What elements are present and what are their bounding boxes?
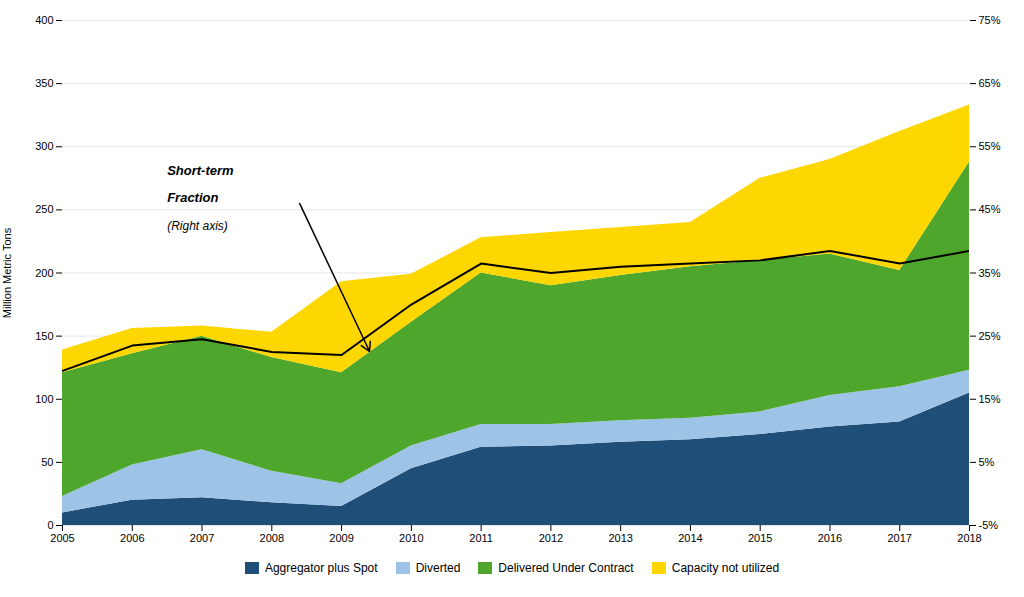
svg-text:35%: 35% [979,267,1001,279]
html-text:Capacity not utilized: Capacity not utilized [671,561,780,575]
svg-text:50: 50 [41,456,53,468]
svg-text:2008: 2008 [260,532,284,544]
svg-text:400: 400 [35,14,53,26]
svg-text:2012: 2012 [539,532,563,544]
svg-text:55%: 55% [979,140,1001,152]
svg-text:2018: 2018 [957,532,981,544]
svg-text:2014: 2014 [678,532,702,544]
svg-text:2007: 2007 [190,532,214,544]
svg-text:350: 350 [35,77,53,89]
svg-text:150: 150 [35,330,53,342]
svg-text:2006: 2006 [120,532,144,544]
svg-text:Million Metric Tons: Million Metric Tons [1,227,13,318]
html-text:Diverted: Diverted [415,561,461,575]
svg-text:2005: 2005 [50,532,74,544]
svg-text:2015: 2015 [748,532,772,544]
svg-text:2013: 2013 [608,532,632,544]
svg-text:300: 300 [35,140,53,152]
svg-text:65%: 65% [979,77,1001,89]
svg-text:-5%: -5% [979,519,999,531]
svg-text:5%: 5% [979,456,995,468]
svg-text:2009: 2009 [329,532,353,544]
svg-text:Fraction: Fraction [167,190,218,205]
svg-text:75%: 75% [979,14,1001,26]
svg-text:25%: 25% [979,330,1001,342]
html-text:Aggregator plus Spot: Aggregator plus Spot [264,561,378,575]
svg-text:2010: 2010 [399,532,423,544]
svg-text:2011: 2011 [469,532,493,544]
svg-text:Short-term: Short-term [167,163,234,178]
svg-text:15%: 15% [979,393,1001,405]
svg-text:100: 100 [35,393,53,405]
svg-text:0: 0 [47,519,53,531]
svg-text:250: 250 [35,203,53,215]
html-text:Delivered Under Contract: Delivered Under Contract [498,561,634,575]
svg-text:(Right axis): (Right axis) [167,219,228,233]
svg-text:2017: 2017 [887,532,911,544]
svg-text:45%: 45% [979,203,1001,215]
svg-text:2016: 2016 [818,532,842,544]
svg-text:200: 200 [35,267,53,279]
